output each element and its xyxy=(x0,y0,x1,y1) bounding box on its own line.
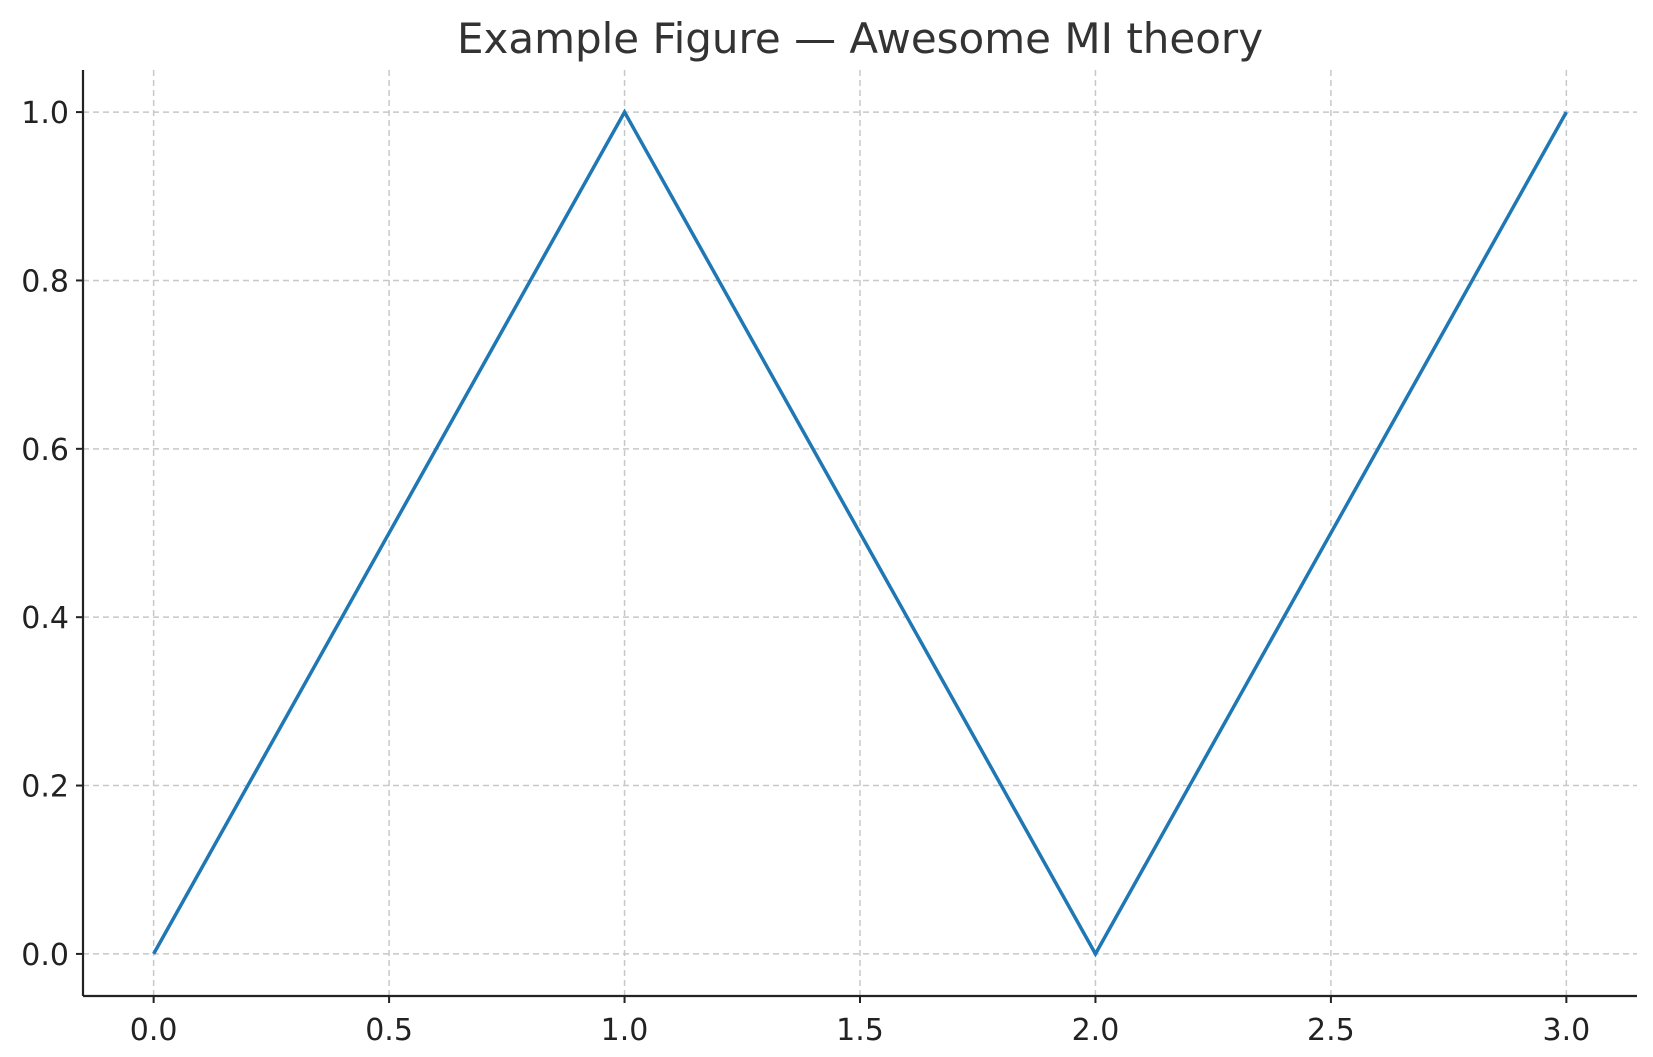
chart-title: Example Figure — Awesome MI theory xyxy=(457,14,1263,63)
y-tick-label: 0.4 xyxy=(21,601,69,636)
series-layer xyxy=(152,108,1568,958)
x-tick-label: 0.0 xyxy=(130,1013,178,1048)
x-tick-label: 3.0 xyxy=(1543,1013,1591,1048)
y-tick-label: 1.0 xyxy=(21,96,69,131)
y-tick-label: 0.2 xyxy=(21,770,69,805)
tick-labels: 0.0 0.5 1.0 1.5 2.0 2.5 3.0 0.0 0.2 0.4 0.6 0.8 1.0 xyxy=(21,96,1590,1048)
y-tick-label: 0.6 xyxy=(21,433,69,468)
x-tick-label: 0.5 xyxy=(365,1013,413,1048)
y-tick-label: 0.8 xyxy=(21,264,69,299)
x-tick-label: 1.5 xyxy=(836,1013,884,1048)
y-tick-label: 0.0 xyxy=(21,938,69,973)
axes xyxy=(76,70,1637,1003)
series-line-0 xyxy=(152,108,1568,958)
x-tick-label: 1.0 xyxy=(601,1013,649,1048)
x-tick-label: 2.5 xyxy=(1307,1013,1355,1048)
x-tick-label: 2.0 xyxy=(1072,1013,1120,1048)
